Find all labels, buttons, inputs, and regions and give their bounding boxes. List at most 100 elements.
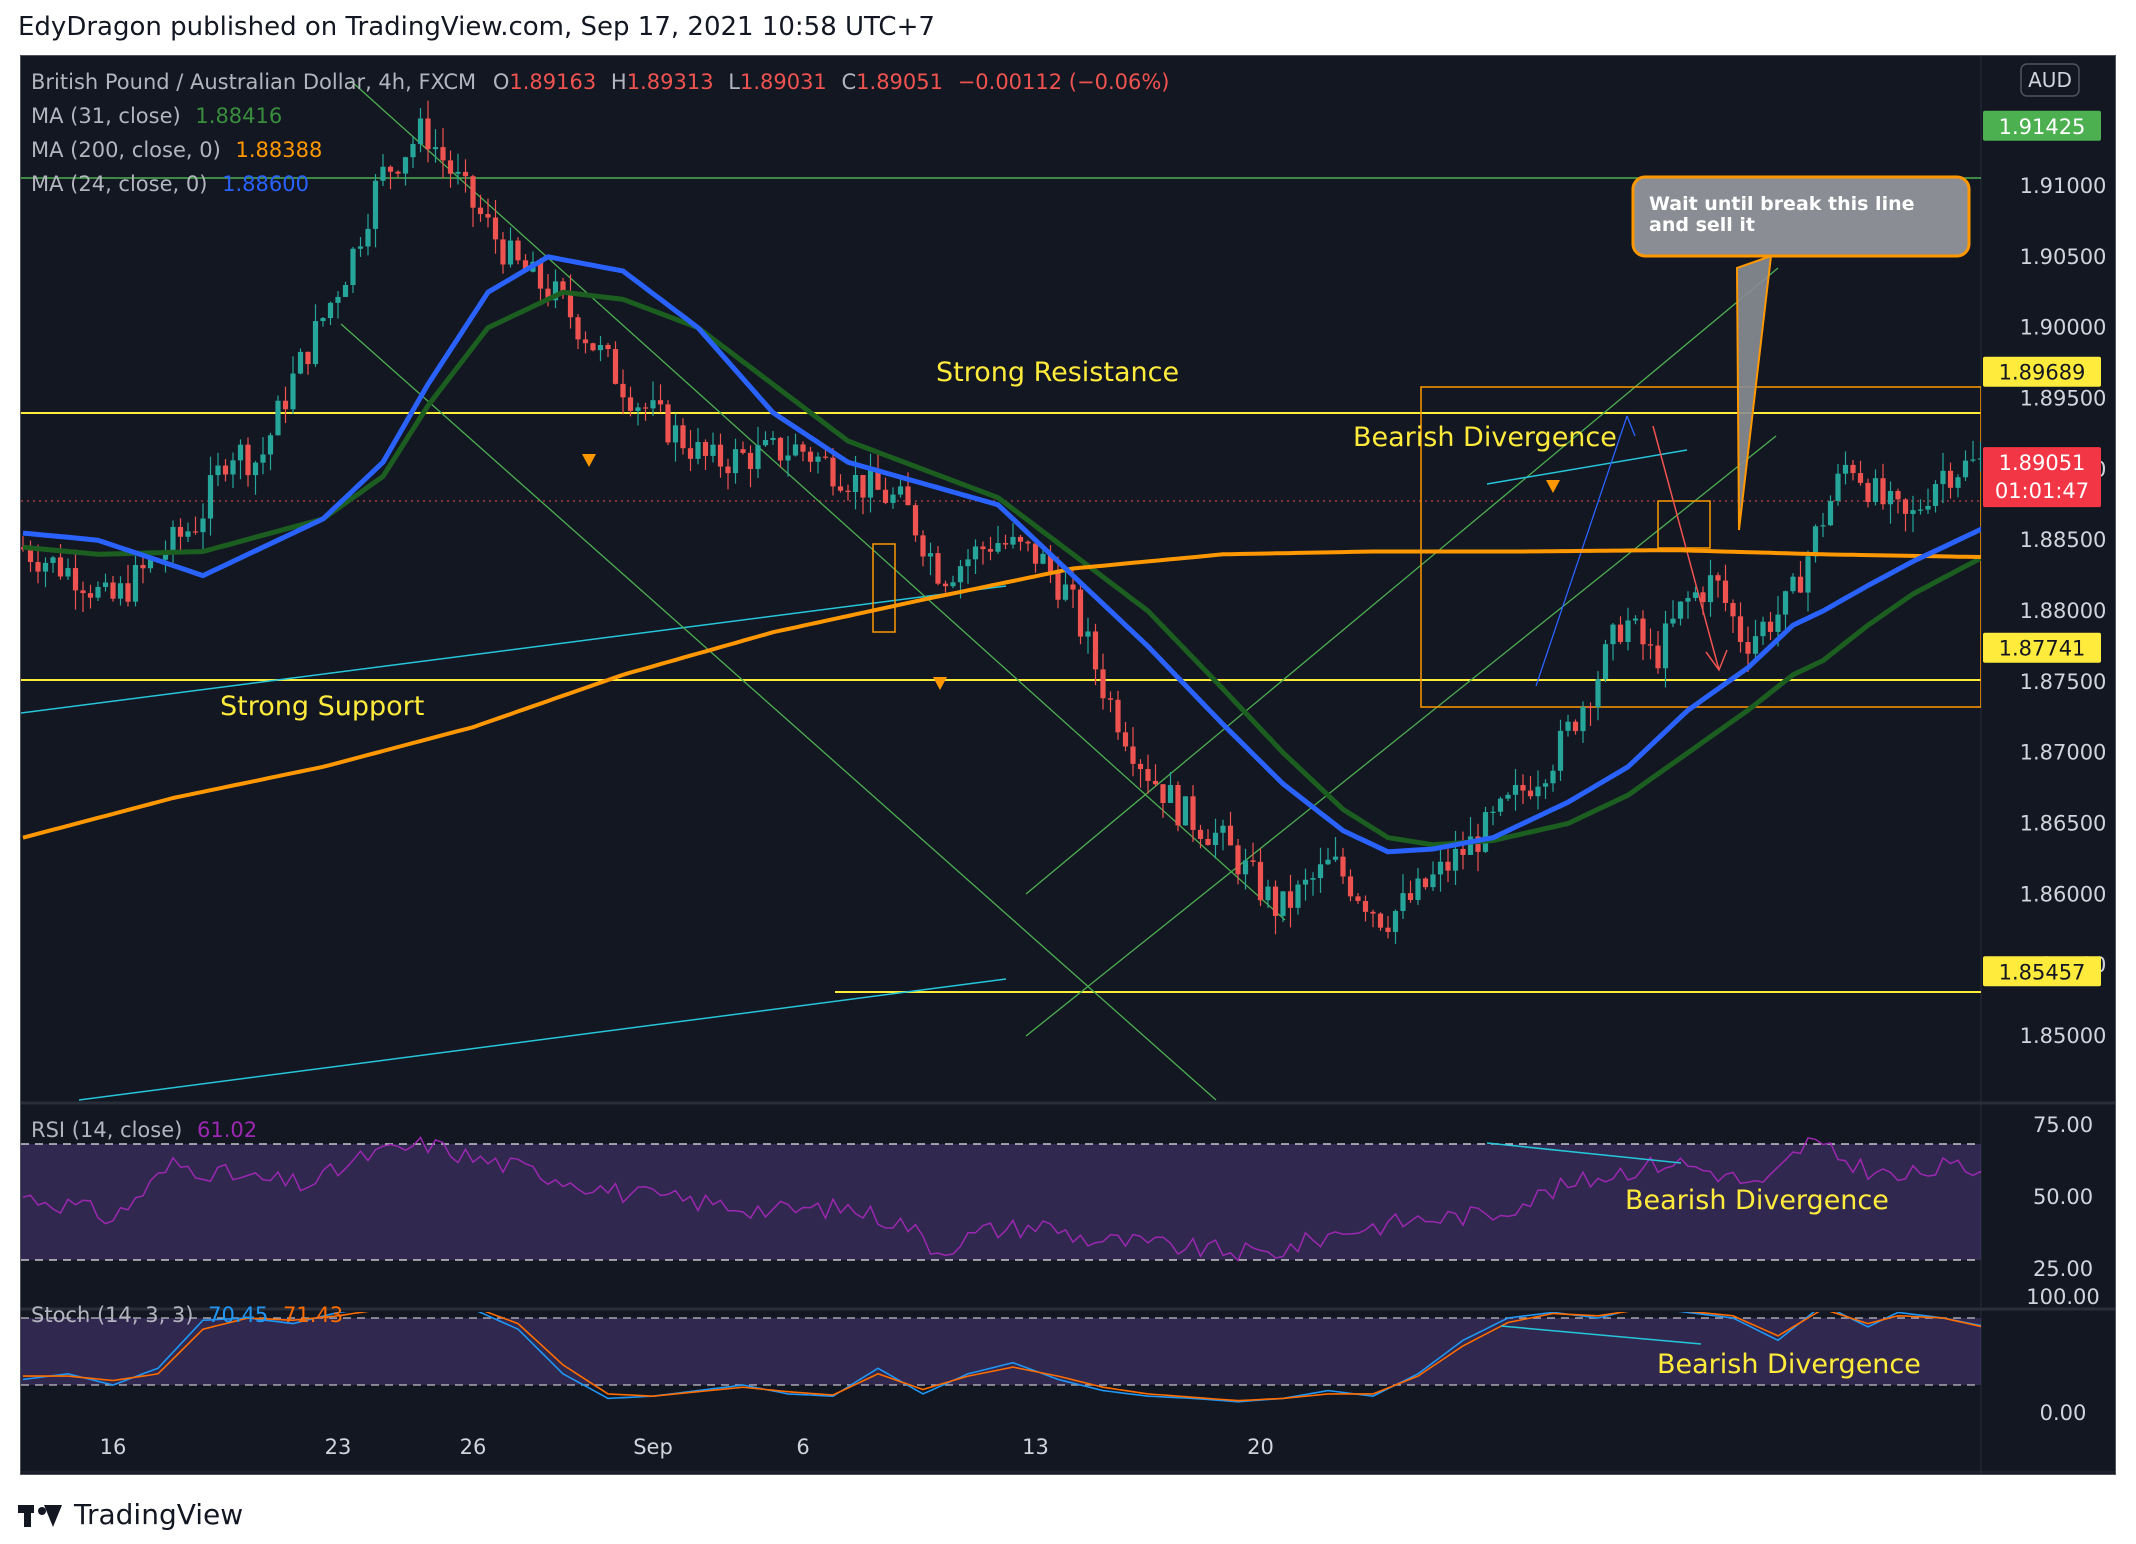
candle [1085,617,1091,654]
candle [80,581,86,613]
candle [725,458,731,490]
rsi-bearish-divergence-label: Bearish Divergence [1625,1185,1889,1216]
red-projection-arrow[interactable] [1652,425,1720,671]
candle [1385,915,1391,939]
candle [1512,768,1519,811]
time-axis[interactable]: 16 23 26 Sep 6 13 20 [100,1435,1274,1459]
callout-box[interactable] [1631,175,1971,258]
asc-channel-lower[interactable] [1025,435,1777,1037]
candle [1152,764,1159,787]
candle [1002,534,1009,550]
candle [1250,842,1256,867]
marker-triangle [1546,480,1560,493]
candle [132,555,139,607]
candle [350,247,356,294]
candle [290,356,296,414]
cyan-trendline-lower[interactable] [78,978,1007,1101]
ma31-label: MA (31, close) [31,104,181,128]
candle [1827,495,1834,527]
candle [1092,623,1099,686]
rsi-legend[interactable]: RSI (14, close) 61.02 [31,1118,257,1142]
candle [1880,463,1886,510]
candle [1212,818,1219,859]
desc-channel-lower[interactable] [340,323,1217,1101]
candle [762,431,769,447]
currency-badge[interactable]: AUD [2020,63,2080,97]
last-price-label: 1.89051 [1999,451,2086,475]
candle [1317,847,1324,893]
ma-line-1 [22,548,1981,840]
price-divergence-line[interactable] [1486,449,1688,485]
candle [65,558,71,580]
candle [1295,880,1301,915]
candle [1025,540,1031,552]
callout[interactable]: Wait until break this line and sell it [1631,175,1971,531]
candle [1572,719,1579,735]
candle [680,418,686,455]
candle [612,341,619,385]
candle [702,439,709,470]
ohlc-low: 1.89031 [739,70,827,94]
candle [1842,451,1849,485]
candle [395,170,401,178]
candle [1917,499,1924,515]
candle [1820,512,1826,538]
candle [1520,774,1526,804]
asc-channel-upper[interactable] [1025,267,1779,895]
candle [1595,671,1601,721]
candle [1797,560,1804,594]
chart-canvas[interactable]: Wait until break this line and sell it S… [21,56,2115,1474]
desc-channel-upper[interactable] [350,80,1286,921]
candle [222,459,229,482]
chart-frame[interactable]: Wait until break this line and sell it S… [20,55,2116,1475]
candle [665,400,671,446]
price-tag-label: 1.89689 [1999,361,2086,385]
tradingview-brand-name: TradingView [74,1497,244,1531]
cyan-trendline-upper[interactable] [21,585,1007,714]
candle [770,431,776,445]
candle [140,557,146,584]
candle [260,437,266,475]
ma200-legend[interactable]: MA (200, close, 0) 1.88388 [31,138,322,162]
candle [312,304,319,367]
candle [1482,806,1489,853]
price-axis[interactable]: 1.850001.855001.860001.865001.870001.875… [2020,174,2107,1048]
candle [282,386,289,424]
entry-box[interactable] [1657,500,1711,549]
small-box[interactable] [872,543,896,633]
ma24-legend[interactable]: MA (24, close, 0) 1.88600 [31,172,309,196]
candle [185,522,191,543]
symbol-legend[interactable]: British Pound / Australian Dollar, 4h, F… [31,70,1170,94]
candle [1407,880,1414,903]
candle [177,518,184,554]
candle [657,384,664,413]
candle [192,516,199,535]
publisher-line: EdyDragon published on TradingView.com, … [18,12,935,42]
rsi-tick-label: 75.00 [2033,1113,2093,1137]
candle [1430,861,1436,892]
candle [912,502,919,542]
stoch-legend[interactable]: Stoch (14, 3, 3) 70.45 71.43 [31,1303,343,1327]
callout-pointer [1735,254,1773,531]
tradingview-brand[interactable]: TradingView [18,1496,243,1532]
tradingview-logo-icon [18,1501,64,1527]
candle [755,426,761,478]
candle [1310,872,1316,896]
candle [1107,691,1114,713]
rsi-divergence-line[interactable] [1486,1142,1682,1164]
candle [237,439,244,480]
stoch-divergence-line[interactable] [1500,1325,1702,1345]
callout-text-line1: Wait until break this line [1649,193,1915,215]
candle [1977,441,1981,472]
candle [942,580,949,593]
candle [102,573,109,592]
ma-line-0 [22,289,1981,848]
candle [95,581,101,602]
range-box[interactable] [1420,386,1981,708]
marker-triangle [582,454,596,467]
price-tick-label: 1.86500 [2020,812,2107,836]
candle [1887,481,1894,524]
candle [650,381,656,416]
ma31-legend[interactable]: MA (31, close) 1.88416 [31,104,282,128]
candle [1362,895,1369,922]
